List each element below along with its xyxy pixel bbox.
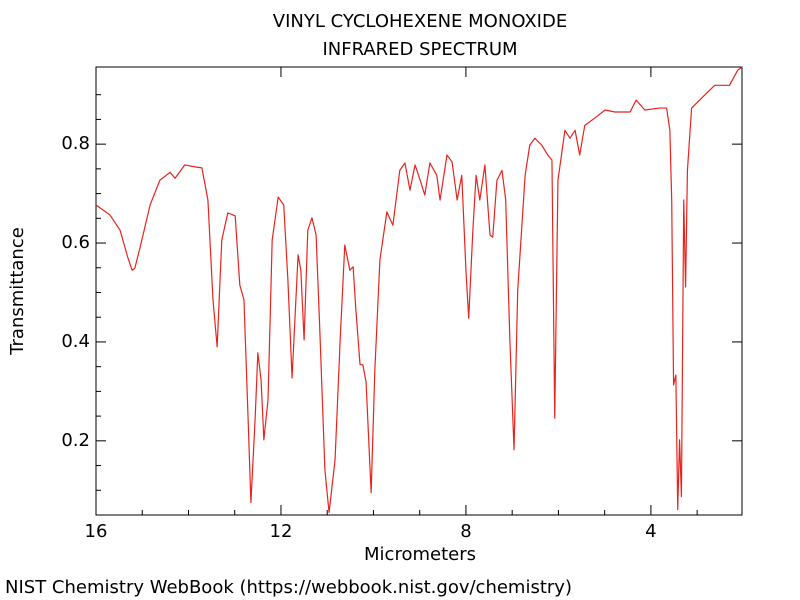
y-tick-label: 0.4: [61, 331, 90, 352]
y-tick-label: 0.2: [61, 430, 90, 451]
x-tick-label: 12: [270, 521, 293, 542]
x-tick-label: 4: [645, 521, 656, 542]
plot-frame: [95, 66, 743, 516]
y-tick-label: 0.6: [61, 232, 90, 253]
y-tick-label: 0.8: [61, 133, 90, 154]
x-axis-label: Micrometers: [364, 544, 476, 565]
chart-title: INFRARED SPECTRUM: [322, 39, 517, 60]
x-tick-label: 16: [85, 521, 108, 542]
spectrum-line: [95, 66, 743, 514]
chart-title: VINYL CYCLOHEXENE MONOXIDE: [273, 11, 567, 32]
x-tick-label: 8: [460, 521, 471, 542]
y-axis-label: Transmittance: [7, 227, 28, 356]
source-note: NIST Chemistry WebBook (https://webbook.…: [5, 577, 572, 598]
